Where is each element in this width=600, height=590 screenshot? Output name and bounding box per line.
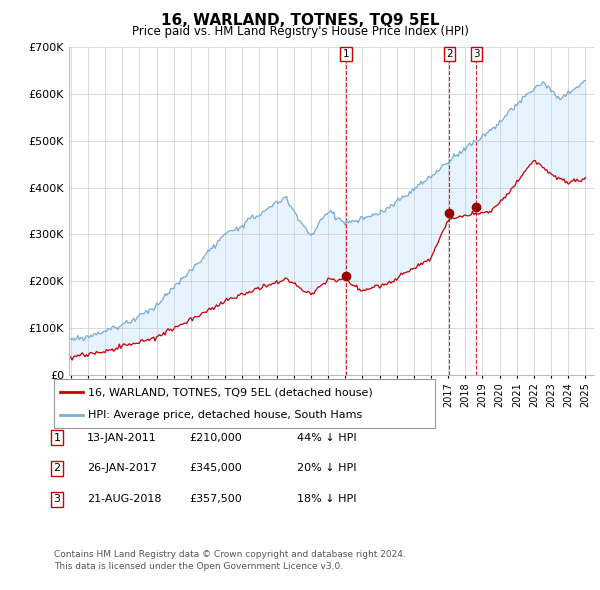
Text: 18% ↓ HPI: 18% ↓ HPI <box>297 494 356 504</box>
Text: 21-AUG-2018: 21-AUG-2018 <box>87 494 161 504</box>
Text: 13-JAN-2011: 13-JAN-2011 <box>87 433 157 442</box>
Text: £210,000: £210,000 <box>189 433 242 442</box>
Text: 26-JAN-2017: 26-JAN-2017 <box>87 464 157 473</box>
Text: 44% ↓ HPI: 44% ↓ HPI <box>297 433 356 442</box>
Text: £357,500: £357,500 <box>189 494 242 504</box>
Text: 20% ↓ HPI: 20% ↓ HPI <box>297 464 356 473</box>
Text: 1: 1 <box>343 49 349 59</box>
Text: 16, WARLAND, TOTNES, TQ9 5EL: 16, WARLAND, TOTNES, TQ9 5EL <box>161 13 439 28</box>
Text: 3: 3 <box>473 49 479 59</box>
Text: £345,000: £345,000 <box>189 464 242 473</box>
Text: 2: 2 <box>446 49 452 59</box>
Text: 16, WARLAND, TOTNES, TQ9 5EL (detached house): 16, WARLAND, TOTNES, TQ9 5EL (detached h… <box>88 388 373 398</box>
Text: 2: 2 <box>53 464 61 473</box>
Text: HPI: Average price, detached house, South Hams: HPI: Average price, detached house, Sout… <box>88 410 362 420</box>
Text: 3: 3 <box>53 494 61 504</box>
Text: Contains HM Land Registry data © Crown copyright and database right 2024.
This d: Contains HM Land Registry data © Crown c… <box>54 550 406 571</box>
Text: Price paid vs. HM Land Registry's House Price Index (HPI): Price paid vs. HM Land Registry's House … <box>131 25 469 38</box>
Text: 1: 1 <box>53 433 61 442</box>
